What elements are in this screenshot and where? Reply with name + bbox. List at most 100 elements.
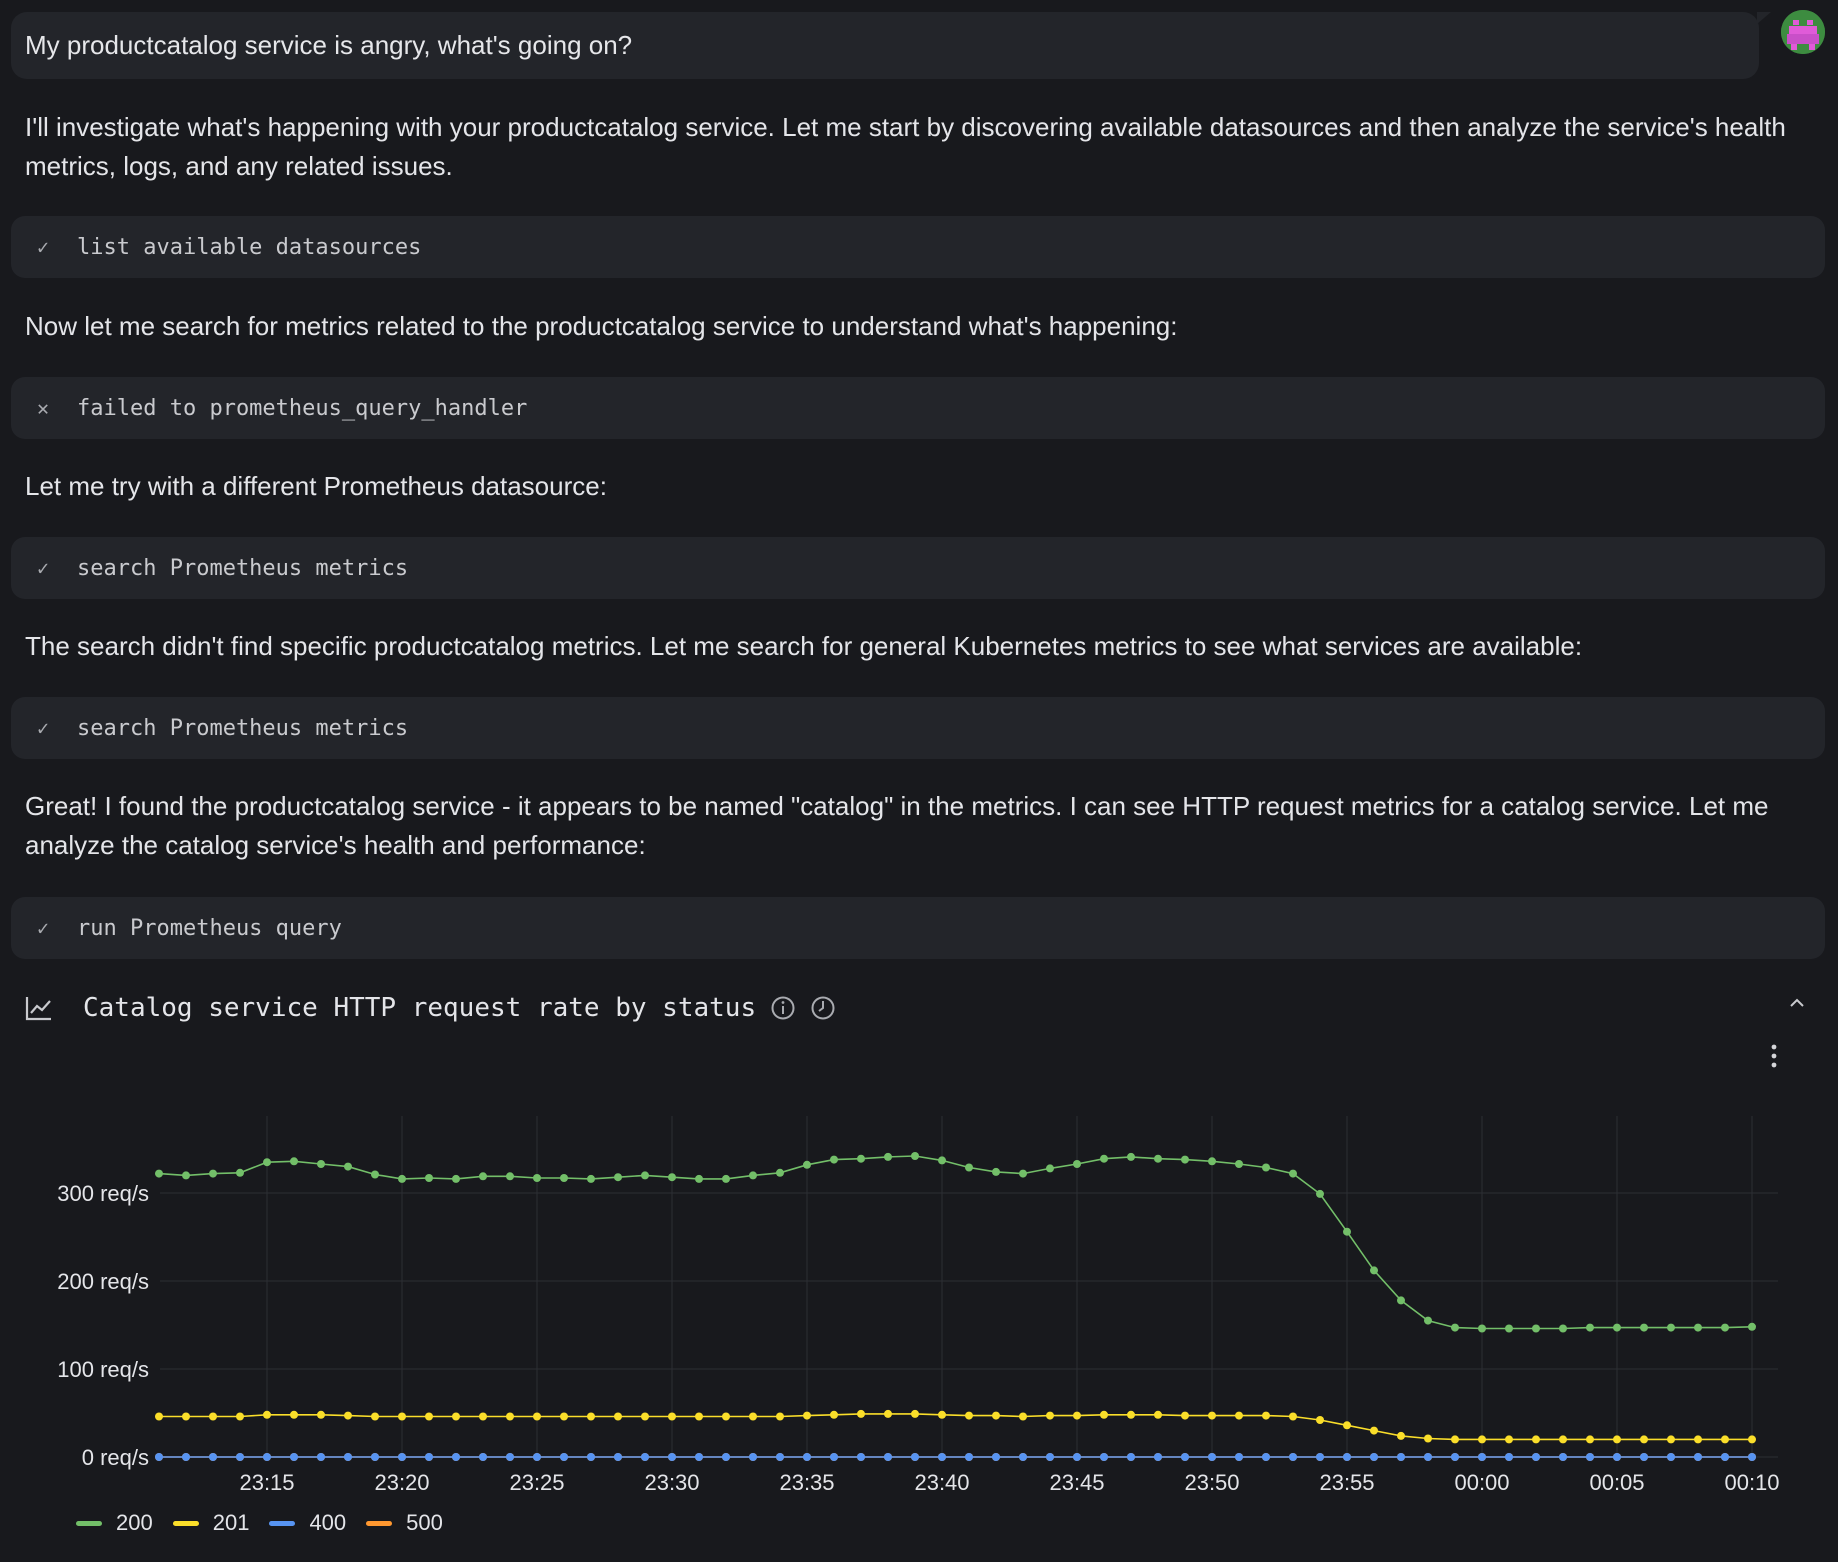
- panel-title: Catalog service HTTP request rate by sta…: [83, 993, 757, 1023]
- tool-call-row[interactable]: ✓ list available datasources: [11, 216, 1825, 278]
- tool-call-row[interactable]: ✓ search Prometheus metrics: [11, 537, 1825, 599]
- tool-call-label: list available datasources: [77, 234, 422, 260]
- data-point: [776, 1168, 784, 1177]
- data-point: [1505, 1453, 1513, 1461]
- data-point: [641, 1412, 649, 1421]
- data-point: [1316, 1453, 1324, 1461]
- data-point: [587, 1174, 595, 1183]
- data-point: [1235, 1411, 1243, 1420]
- data-point: [1262, 1411, 1270, 1420]
- assistant-message: I'll investigate what's happening with y…: [25, 112, 1786, 181]
- data-point: [1073, 1160, 1081, 1168]
- data-point: [155, 1453, 163, 1461]
- chevron-up-icon[interactable]: [1787, 996, 1807, 1015]
- x-tick-label: 00:00: [1454, 1470, 1509, 1495]
- tool-call-label: search Prometheus metrics: [77, 555, 409, 581]
- data-point: [425, 1174, 433, 1182]
- tool-call-row[interactable]: ✓ run Prometheus query: [11, 897, 1825, 959]
- data-point: [992, 1411, 1000, 1420]
- data-point: [857, 1453, 865, 1461]
- data-point: [1559, 1453, 1567, 1461]
- data-point: [1073, 1453, 1081, 1461]
- y-axis-labels: 0 req/s 100 req/s 200 req/s 300 req/s: [57, 1181, 149, 1470]
- data-point: [560, 1174, 568, 1182]
- data-point: [857, 1154, 865, 1163]
- panel-menu-icon[interactable]: [1764, 1042, 1784, 1075]
- data-point: [1154, 1154, 1162, 1163]
- data-point: [1667, 1435, 1675, 1444]
- data-point: [398, 1174, 406, 1183]
- data-point: [965, 1411, 973, 1420]
- data-point: [1262, 1453, 1270, 1461]
- data-point: [182, 1412, 190, 1421]
- data-point: [1748, 1322, 1756, 1331]
- data-point: [236, 1168, 244, 1177]
- data-point: [884, 1453, 892, 1461]
- data-point: [1748, 1453, 1756, 1461]
- avatar-image: [1781, 10, 1825, 54]
- data-point: [668, 1173, 676, 1182]
- data-point: [1127, 1453, 1135, 1461]
- data-point: [911, 1152, 919, 1160]
- legend-swatch: [76, 1520, 102, 1526]
- legend-item-200[interactable]: 200: [76, 1510, 153, 1536]
- data-point: [506, 1172, 514, 1181]
- data-point: [1019, 1453, 1027, 1461]
- x-tick-label: 23:45: [1049, 1470, 1104, 1495]
- data-point: [1586, 1453, 1594, 1461]
- tool-call-row[interactable]: ✕ failed to prometheus_query_handler: [11, 377, 1825, 439]
- data-point: [1289, 1412, 1297, 1421]
- tool-call-row[interactable]: ✓ search Prometheus metrics: [11, 697, 1825, 759]
- avatar[interactable]: [1781, 10, 1825, 54]
- chart-legend: 200 201 400 500: [76, 1510, 463, 1536]
- data-point: [938, 1156, 946, 1165]
- data-point: [479, 1453, 487, 1461]
- data-point: [452, 1412, 460, 1421]
- data-point: [344, 1453, 352, 1461]
- data-point: [1424, 1434, 1432, 1443]
- data-point: [1478, 1324, 1486, 1333]
- x-tick-label: 23:30: [644, 1470, 699, 1495]
- data-point: [236, 1453, 244, 1461]
- data-point: [1532, 1435, 1540, 1444]
- user-message-text: My productcatalog service is angry, what…: [25, 30, 633, 60]
- data-point: [965, 1453, 973, 1461]
- assistant-message: The search didn't find specific productc…: [25, 631, 1583, 661]
- data-point: [533, 1453, 541, 1461]
- series-200: [155, 1152, 1756, 1333]
- x-tick-label: 23:25: [509, 1470, 564, 1495]
- data-point: [398, 1412, 406, 1421]
- x-tick-label: 23:50: [1184, 1470, 1239, 1495]
- data-point: [1478, 1453, 1486, 1461]
- data-point: [371, 1412, 379, 1421]
- x-axis-labels: 23:15 23:20 23:25 23:30 23:35 23:40 23:45 23:50…: [239, 1470, 1779, 1495]
- info-icon[interactable]: [770, 995, 796, 1021]
- x-tick-label: 00:10: [1724, 1470, 1779, 1495]
- data-point: [587, 1412, 595, 1421]
- data-point: [1586, 1435, 1594, 1444]
- data-point: [1019, 1169, 1027, 1178]
- data-point: [641, 1453, 649, 1461]
- data-point: [290, 1157, 298, 1166]
- legend-item-400[interactable]: 400: [269, 1510, 346, 1536]
- clock-icon[interactable]: [810, 995, 836, 1021]
- data-point: [668, 1412, 676, 1421]
- request-rate-chart: 0 req/s 100 req/s 200 req/s 300 req/s 23:15…: [57, 1116, 1780, 1495]
- data-point: [290, 1410, 298, 1419]
- data-point: [749, 1171, 757, 1180]
- data-point: [1046, 1164, 1054, 1173]
- data-point: [290, 1453, 298, 1461]
- data-point: [1667, 1453, 1675, 1461]
- legend-item-500[interactable]: 500: [366, 1510, 443, 1536]
- data-point: [1046, 1453, 1054, 1461]
- data-point: [560, 1453, 568, 1461]
- data-point: [182, 1171, 190, 1180]
- data-point: [1289, 1169, 1297, 1178]
- data-point: [1235, 1453, 1243, 1461]
- data-point: [668, 1453, 676, 1461]
- data-point: [1100, 1410, 1108, 1419]
- data-point: [1559, 1435, 1567, 1444]
- data-point: [1667, 1323, 1675, 1332]
- data-point: [1181, 1411, 1189, 1420]
- legend-item-201[interactable]: 201: [172, 1510, 249, 1536]
